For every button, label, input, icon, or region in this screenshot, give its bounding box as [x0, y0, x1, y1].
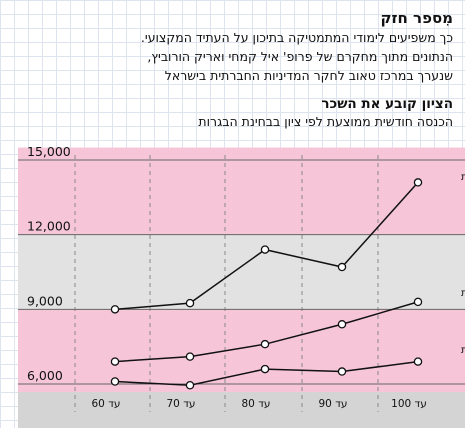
series-label: 3 יחידות: [461, 344, 465, 356]
x-axis-strip: [18, 392, 465, 428]
chart-subtitle: הציון קובע את השכר: [321, 96, 453, 112]
x-tick-label: עד 100: [391, 398, 427, 410]
band-3: [18, 147, 465, 235]
data-point: [337, 262, 347, 272]
y-tick-label: 6,000: [27, 368, 63, 383]
x-tick-label: עד 80: [241, 398, 270, 410]
data-point: [110, 357, 120, 366]
chart-title: מִספר חזק: [380, 9, 453, 27]
y-tick-label: 9,000: [27, 293, 63, 308]
data-point: [260, 364, 270, 374]
description-line-1: כך משפיעים לימודי המתמטיקה בתיכון על העת…: [140, 30, 453, 45]
x-tick-label: עד 60: [91, 398, 120, 410]
data-point: [260, 245, 270, 254]
series-label: 4 יחידות: [461, 287, 465, 299]
description-line-2: הנתונים מתוך מחקרם של פרופ' איל קמחי ואר…: [147, 49, 453, 64]
y-tick-label: 12,000: [27, 219, 71, 234]
header: מִספר חזק כך משפיעים לימודי המתמטיקה בתי…: [8, 8, 453, 131]
x-tick-label: עד 70: [166, 398, 195, 410]
data-point: [110, 377, 120, 386]
description-line-3: שנערך במרכז טאוב לחקר המדיניות החברתית ב…: [164, 68, 453, 83]
description: כך משפיעים לימודי המתמטיקה בתיכון על העת…: [8, 28, 453, 85]
x-tick-label: עד 90: [318, 398, 347, 410]
series-label: 5 יחידות: [461, 171, 465, 183]
chart-caption: הכנסה חודשית ממוצעת לפי ציון בבחינת הבגר…: [198, 114, 453, 129]
data-point: [185, 298, 195, 308]
data-point: [110, 305, 120, 314]
data-point: [413, 178, 423, 187]
data-point: [260, 339, 270, 349]
data-point: [337, 320, 347, 329]
data-point: [337, 367, 347, 376]
band-1: [18, 309, 465, 392]
data-point: [413, 297, 423, 307]
data-point: [185, 380, 195, 390]
band-2: [18, 234, 465, 310]
data-point: [185, 352, 195, 361]
y-tick-label: 15,000: [27, 144, 71, 159]
data-point: [413, 357, 423, 366]
